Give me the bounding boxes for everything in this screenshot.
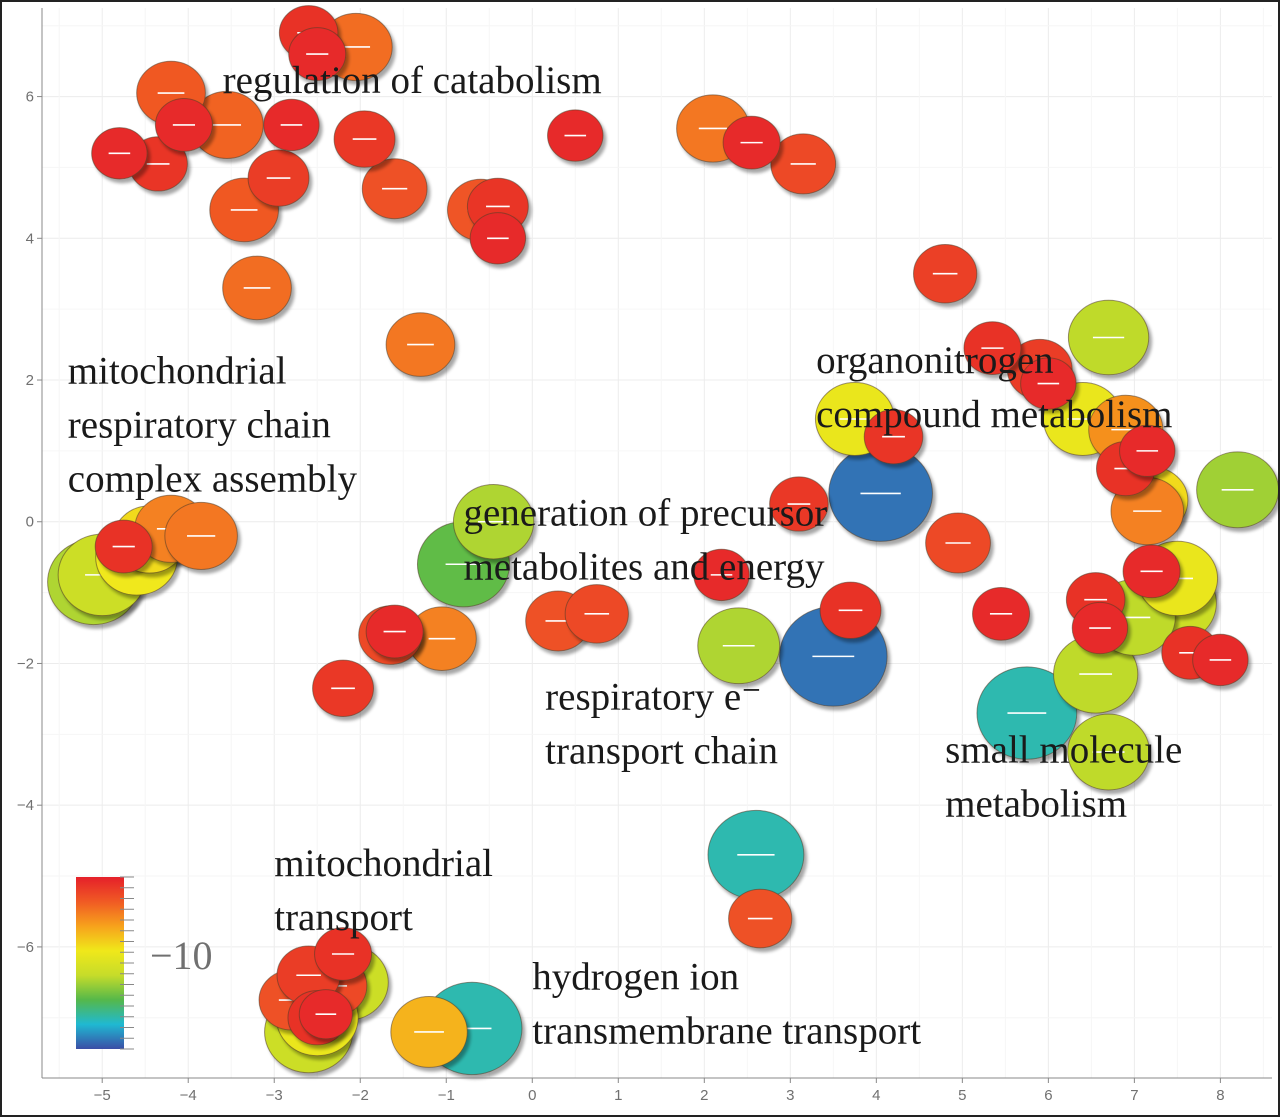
cluster-label-line: compound metabolism	[816, 393, 1172, 436]
data-point	[769, 476, 829, 532]
data-point	[913, 243, 978, 304]
cluster-label-line: transmembrane transport	[532, 1009, 921, 1052]
cluster-label-line: complex assembly	[68, 458, 358, 501]
cluster-labels: regulation of catabolism mitochondrial res…	[68, 59, 1183, 1052]
data-point	[722, 115, 781, 170]
cluster-label-line: respiratory chain	[68, 404, 331, 447]
data-point	[547, 109, 604, 162]
cluster-label: small molecule metabolism	[945, 729, 1182, 826]
data-point	[1067, 299, 1150, 376]
cluster-label: mitochondrial transport	[274, 842, 493, 939]
data-point	[1122, 544, 1181, 599]
x-tick-label: −5	[94, 1087, 111, 1104]
x-tick-label: 8	[1216, 1087, 1224, 1104]
data-point	[91, 127, 148, 180]
data-point	[976, 666, 1078, 760]
data-point	[361, 158, 428, 220]
points-layer	[47, 5, 1280, 1076]
data-point	[863, 409, 924, 465]
x-tick-label: 7	[1130, 1087, 1138, 1104]
data-point	[1053, 634, 1139, 714]
cluster-label-line: regulation of catabolism	[223, 59, 602, 102]
y-tick-label: −4	[17, 797, 34, 814]
data-point	[697, 607, 781, 685]
cluster-label: organonitrogen compound metabolism	[816, 339, 1172, 436]
cluster-label-line: mitochondrial	[68, 350, 287, 393]
x-tick-label: −4	[180, 1087, 197, 1104]
data-point	[707, 809, 805, 900]
cluster-label-line: respiratory e⁻	[545, 676, 762, 719]
data-point	[925, 512, 991, 574]
x-tick-label: 5	[958, 1087, 966, 1104]
y-tick-label: −2	[17, 655, 34, 672]
color-legend: −10	[76, 876, 213, 1050]
data-point	[298, 989, 353, 1040]
data-point	[1192, 633, 1249, 687]
data-point	[247, 149, 310, 207]
data-point	[312, 659, 375, 717]
data-point	[693, 548, 750, 602]
data-point	[263, 98, 320, 152]
cluster-label-line: metabolites and energy	[463, 545, 824, 588]
legend-value-label: −10	[150, 933, 213, 978]
x-tick-label: 3	[786, 1087, 794, 1104]
cluster-label-line: generation of precursor	[463, 491, 827, 534]
data-point	[770, 133, 837, 195]
y-tick-label: 6	[26, 89, 34, 106]
data-point	[1071, 601, 1129, 655]
y-tick-label: 4	[26, 230, 34, 247]
data-point	[469, 212, 527, 265]
data-point	[1067, 713, 1151, 791]
x-tick-label: −1	[438, 1087, 455, 1104]
data-point	[1020, 357, 1077, 410]
data-point	[972, 586, 1031, 641]
data-point	[288, 27, 347, 81]
cluster-label-line: metabolism	[945, 783, 1127, 826]
legend-color-bar	[76, 877, 124, 1049]
data-point	[564, 584, 629, 644]
cluster-label: regulation of catabolism	[223, 59, 602, 102]
data-point	[452, 484, 535, 560]
x-tick-label: 4	[872, 1087, 880, 1104]
cluster-label-line: hydrogen ion	[532, 955, 739, 998]
data-point	[164, 501, 238, 571]
cluster-label-line: transport	[274, 896, 413, 939]
data-point	[385, 312, 456, 377]
x-tick-label: −2	[352, 1087, 369, 1104]
x-tick-label: 1	[614, 1087, 622, 1104]
data-point	[154, 98, 213, 152]
data-point	[1119, 424, 1176, 478]
data-point	[94, 519, 153, 574]
cluster-label-line: transport chain	[545, 730, 778, 773]
cluster-label: mitochondrial respiratory chain complex as…	[68, 350, 358, 501]
cluster-label: respiratory e⁻ transport chain	[545, 676, 778, 773]
cluster-label-line: organonitrogen	[816, 339, 1054, 382]
x-tick-label: −3	[266, 1087, 283, 1104]
data-point	[1196, 451, 1280, 529]
data-point	[333, 110, 396, 168]
cluster-label-line: mitochondrial	[274, 842, 493, 885]
x-tick-label: 2	[700, 1087, 708, 1104]
data-point	[963, 321, 1022, 376]
x-tick-label: 6	[1044, 1087, 1052, 1104]
data-point	[819, 581, 882, 640]
y-tick-label: 0	[26, 514, 34, 531]
cluster-label: hydrogen ion transmembrane transport	[532, 955, 921, 1052]
data-point	[365, 604, 424, 659]
x-tick-label: 0	[528, 1087, 536, 1104]
data-point	[390, 996, 468, 1068]
data-point	[222, 255, 292, 321]
cluster-label-line: small molecule	[945, 729, 1182, 772]
y-tick-label: 2	[26, 372, 34, 389]
cluster-label: generation of precursor metabolites and e…	[463, 491, 827, 588]
data-point	[314, 927, 373, 981]
y-tick-label: −6	[17, 939, 34, 956]
data-point	[728, 888, 793, 949]
